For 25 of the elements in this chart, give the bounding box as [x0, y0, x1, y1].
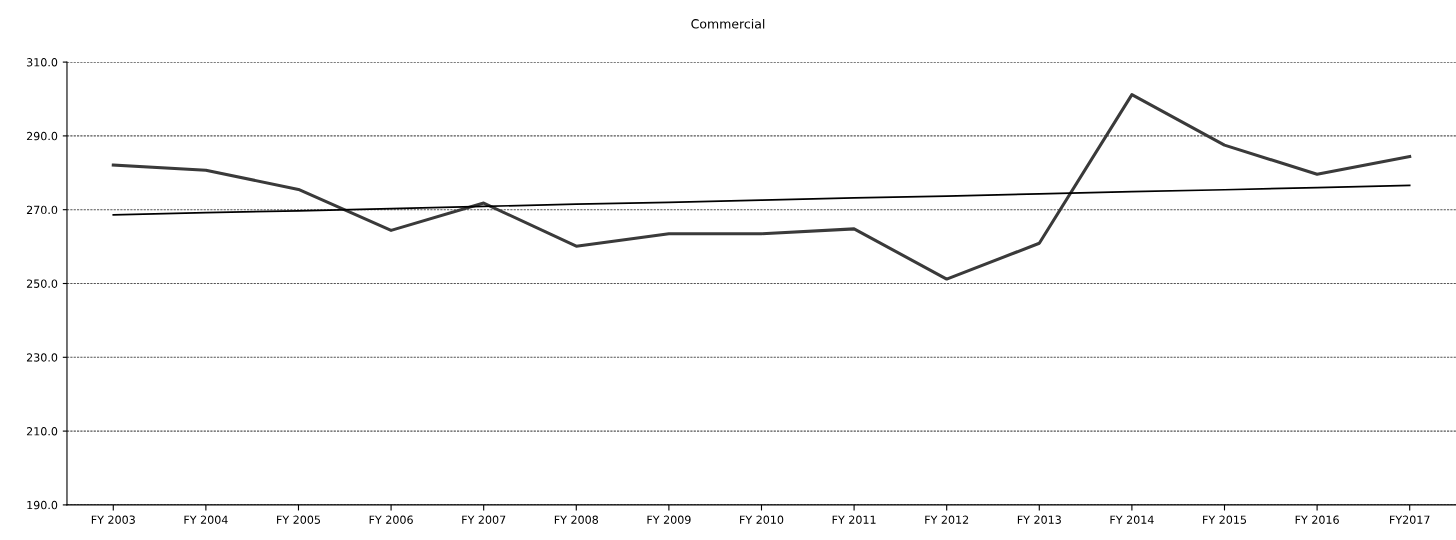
y-tick-label: 210.0 [26, 427, 58, 436]
y-tick-label: 310.0 [26, 58, 58, 67]
y-tick-label: 230.0 [26, 353, 58, 362]
x-tick-label: FY 2009 [647, 515, 691, 524]
y-tick-label: 290.0 [26, 131, 58, 141]
x-tick-label: FY 2010 [740, 515, 784, 524]
line-series [112, 184, 1411, 216]
y-tick-label: 270.0 [26, 205, 58, 215]
x-tick-label: FY 2006 [369, 515, 413, 524]
x-tick-label: FY 2005 [277, 515, 320, 524]
x-tick-label: FY 2004 [184, 515, 228, 524]
x-tick-label: FY 2007 [462, 515, 506, 524]
x-tick-label: FY 2012 [925, 515, 969, 524]
line-series [111, 93, 1412, 281]
y-tick-label: 190.0 [27, 500, 58, 510]
x-tick-label: FY 2015 [1203, 515, 1247, 524]
x-tick-label: FY 2011 [832, 515, 876, 524]
x-tick-label: FY2017 [1390, 515, 1430, 524]
y-tick-label: 250.0 [26, 279, 58, 288]
x-tick-label: FY 2008 [554, 515, 599, 524]
x-tick-label: FY 2013 [1017, 515, 1061, 524]
x-tick-label: FY 2003 [91, 515, 135, 524]
x-tick-label: FY 2014 [1110, 515, 1154, 524]
x-tick-label: FY 2016 [1295, 515, 1339, 524]
chart-title: Commercial [691, 18, 765, 29]
